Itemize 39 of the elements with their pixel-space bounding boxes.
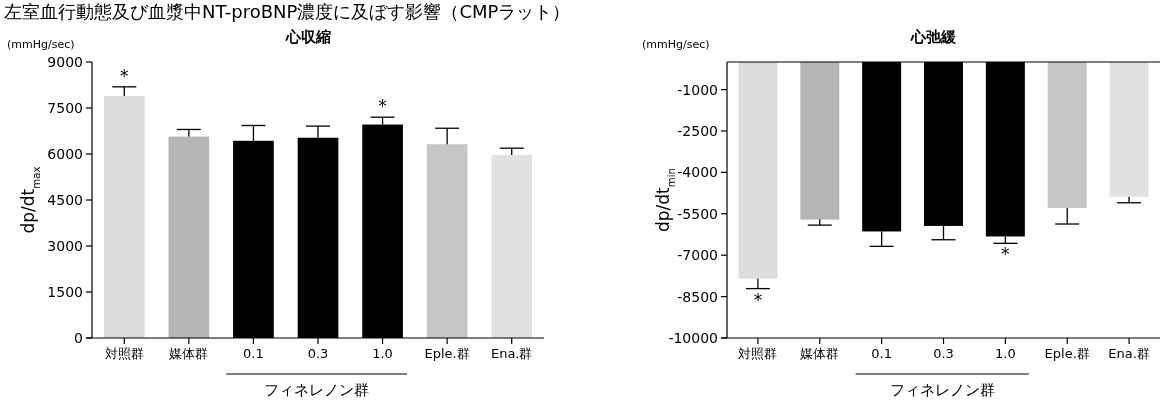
chart-title: 心弛緩 [910, 28, 957, 46]
xtick: 対照群 [738, 346, 778, 361]
xtick: 対照群 [104, 346, 144, 361]
ytick: 7500 [47, 100, 83, 116]
ytick: -10000 [668, 330, 718, 346]
xtick: 0.1 [871, 346, 892, 361]
xtick: Eple.群 [1044, 346, 1090, 361]
text: フィネレノン群 [264, 381, 370, 399]
annotation: * [120, 65, 129, 86]
ytick: 6000 [47, 146, 83, 162]
ytick: -1000 [677, 81, 718, 98]
text: (mmHg/sec) [642, 38, 710, 51]
chart-title: 心収縮 [284, 28, 331, 46]
ytick: 4500 [47, 192, 83, 208]
ytick: -5500 [677, 205, 718, 222]
ytick: -4000 [677, 164, 718, 181]
text: フィネレノン群 [889, 381, 995, 399]
xtick: Ena.群 [490, 346, 533, 361]
ytick: 0 [74, 330, 83, 346]
ytick: 9000 [47, 54, 83, 70]
ytick: -2500 [677, 123, 718, 139]
xtick: 1.0 [995, 346, 1016, 361]
annotation: * [1001, 244, 1010, 265]
annotation: * [378, 96, 387, 117]
annotation: * [753, 289, 763, 310]
xtick: Ena.群 [1108, 346, 1150, 361]
text: 左室血行動態及び血漿中NT-proBNP濃度に及ぼす影響（CMPラット） [4, 1, 571, 22]
ytick: -8500 [677, 288, 718, 305]
xtick: 1.0 [372, 346, 393, 361]
ytick: 3000 [47, 238, 83, 254]
text: (mmHg/sec) [7, 38, 75, 51]
xtick: 0.1 [243, 346, 264, 361]
xtick: 媒体群 [169, 346, 209, 361]
xtick: Eple.群 [424, 346, 470, 361]
ytick: 1500 [47, 284, 83, 300]
xtick: 0.3 [307, 346, 329, 361]
xtick: 0.3 [933, 346, 954, 361]
ytick: -7000 [677, 247, 718, 264]
xtick: 媒体群 [800, 346, 840, 361]
